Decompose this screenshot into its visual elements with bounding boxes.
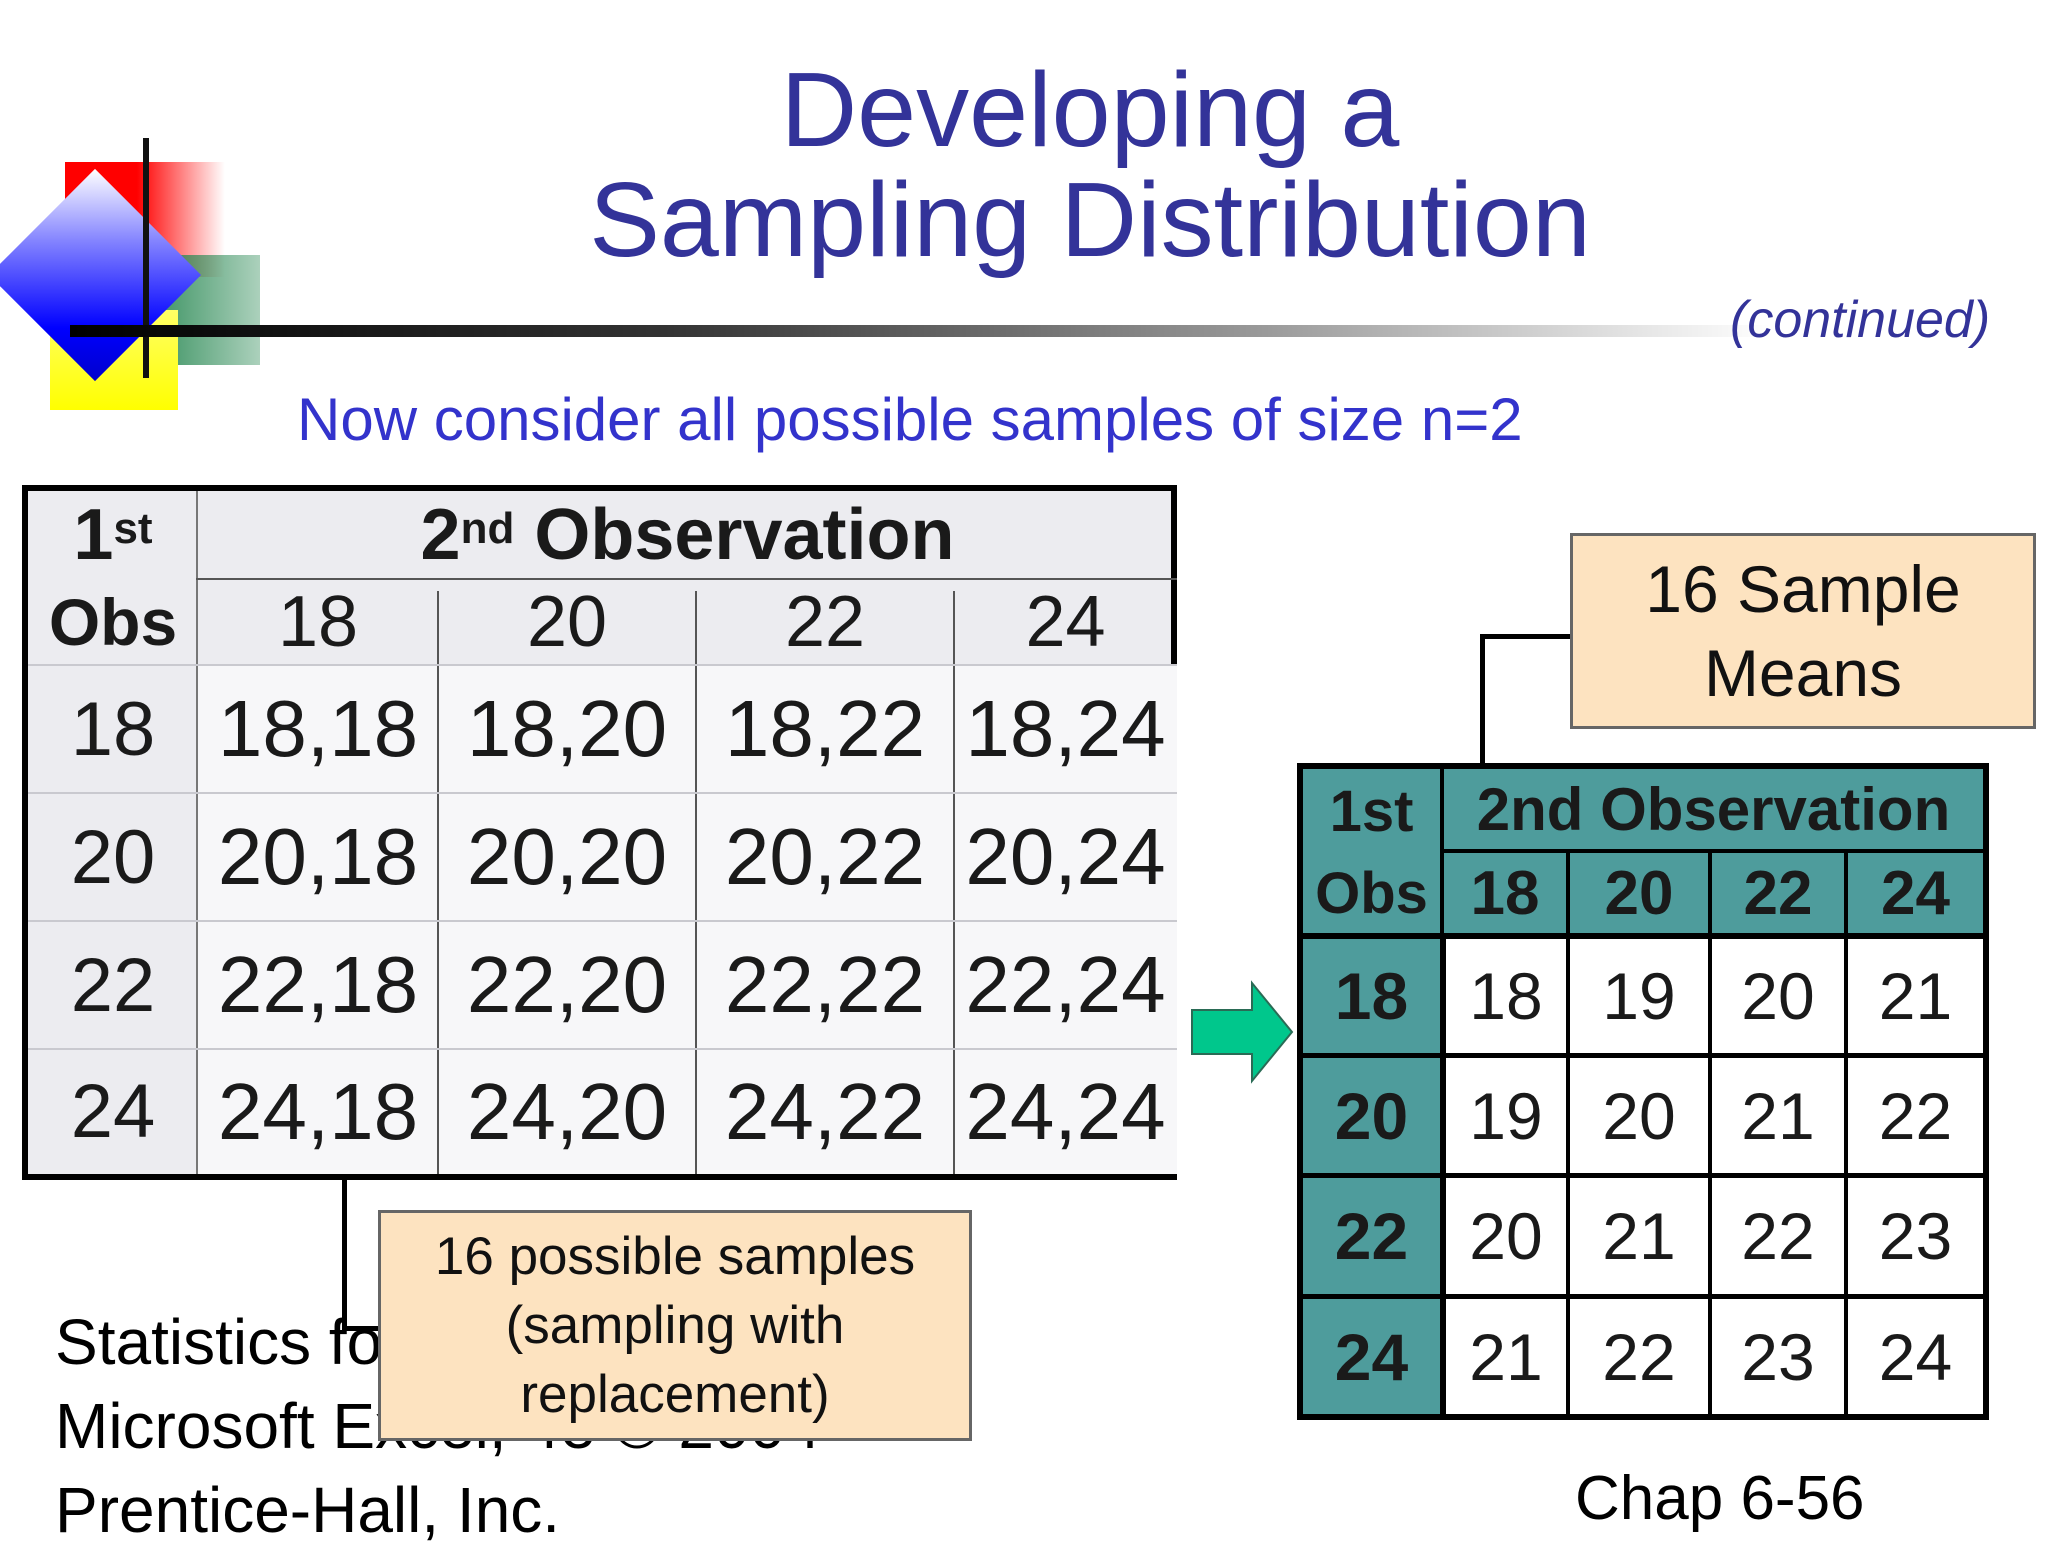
mean-cell: 19	[1566, 933, 1708, 1053]
decorative-logo	[0, 130, 1770, 410]
mean-cell: 24	[1844, 1294, 1983, 1414]
title-divider-line	[70, 325, 1770, 337]
right-arrow-icon	[1191, 980, 1294, 1084]
row-header: 20	[70, 814, 156, 900]
footer-line-3: Prentice-Hall, Inc.	[55, 1474, 561, 1546]
sample-cell: 20,22	[696, 793, 954, 921]
grid-line	[28, 664, 1177, 666]
sample-cell: 18,20	[438, 665, 696, 793]
column-header: 20	[526, 582, 608, 662]
row-header: 20	[1303, 1053, 1440, 1173]
second-obs-header: 2nd Observation	[1440, 769, 1983, 853]
slide-subtitle: Now consider all possible samples of siz…	[297, 386, 1523, 453]
mean-cell: 21	[1708, 1053, 1844, 1173]
samples-callout: 16 possible samples (sampling with repla…	[378, 1210, 972, 1441]
grid-line	[437, 591, 439, 1174]
callout-samples-line-3: replacement)	[520, 1365, 830, 1424]
means-callout: 16 Sample Means	[1570, 533, 2036, 729]
sample-cell: 18,24	[954, 665, 1177, 793]
row-header: 18	[70, 686, 156, 772]
first-obs-header: 1st	[1303, 769, 1440, 853]
sample-cell: 24,18	[198, 1049, 438, 1174]
sample-cell: 24,20	[438, 1049, 696, 1174]
sample-cell: 22,20	[438, 921, 696, 1049]
grid-line	[953, 591, 955, 1174]
sample-cell: 22,22	[696, 921, 954, 1049]
row-header: 22	[1303, 1173, 1440, 1294]
mean-cell: 20	[1708, 933, 1844, 1053]
title-line-1: Developing a	[780, 51, 1400, 169]
callout-connector	[1480, 634, 1572, 639]
mean-cell: 21	[1844, 933, 1983, 1053]
mean-cell: 21	[1440, 1294, 1566, 1414]
callout-connector	[342, 1180, 347, 1330]
sample-cell: 18,22	[696, 665, 954, 793]
mean-cell: 18	[1440, 933, 1566, 1053]
row-header: 24	[1303, 1294, 1440, 1414]
mean-cell: 21	[1566, 1173, 1708, 1294]
grid-line	[695, 591, 697, 1174]
sample-cell: 20,24	[954, 793, 1177, 921]
sample-cell: 22,18	[198, 921, 438, 1049]
column-header: 18	[1440, 853, 1566, 933]
mean-cell: 20	[1566, 1053, 1708, 1173]
grid-line	[196, 578, 1177, 580]
mean-cell: 22	[1708, 1173, 1844, 1294]
chapter-page-number: Chap 6-56	[1575, 1464, 1865, 1533]
obs-label: Obs	[48, 585, 178, 659]
column-header: 22	[1708, 853, 1844, 933]
continued-label: (continued)	[1730, 291, 1991, 349]
mean-cell: 23	[1844, 1173, 1983, 1294]
sample-cell: 24,22	[696, 1049, 954, 1174]
mean-cell: 22	[1566, 1294, 1708, 1414]
logo-vertical-line	[143, 138, 149, 378]
callout-connector	[342, 1326, 380, 1331]
slide-title: Developing a Sampling Distribution	[480, 55, 1700, 275]
column-header: 18	[277, 582, 359, 662]
column-header: 24	[1844, 853, 1983, 933]
grid-line	[28, 920, 1177, 922]
sample-cell: 22,24	[954, 921, 1177, 1049]
callout-samples-line-1: 16 possible samples	[434, 1227, 916, 1286]
row-header: 18	[1303, 933, 1440, 1053]
callout-connector	[1480, 634, 1485, 766]
mean-cell: 20	[1440, 1173, 1566, 1294]
mean-cell: 22	[1844, 1053, 1983, 1173]
callout-samples-line-2: (sampling with	[505, 1296, 845, 1355]
grid-line	[196, 491, 198, 1174]
sample-means-table: 1st Obs 2nd Observation 18 20 22 24 18 1…	[1297, 763, 1989, 1420]
column-header: 24	[1025, 582, 1106, 662]
column-header: 22	[784, 582, 866, 662]
grid-line	[28, 1048, 1177, 1050]
sample-cell: 20,20	[438, 793, 696, 921]
sample-cell: 20,18	[198, 793, 438, 921]
callout-means-line-1: 16 Sample	[1645, 552, 1961, 626]
sample-cell: 18,18	[198, 665, 438, 793]
row-header: 24	[70, 1069, 156, 1154]
callout-means-line-2: Means	[1703, 636, 1903, 710]
mean-cell: 19	[1440, 1053, 1566, 1173]
grid-line	[28, 792, 1177, 794]
mean-cell: 23	[1708, 1294, 1844, 1414]
title-line-2: Sampling Distribution	[589, 161, 1591, 279]
obs-label: Obs	[1303, 853, 1440, 933]
sample-cell: 24,24	[954, 1049, 1177, 1174]
column-header: 20	[1566, 853, 1708, 933]
row-header: 22	[70, 942, 156, 1028]
